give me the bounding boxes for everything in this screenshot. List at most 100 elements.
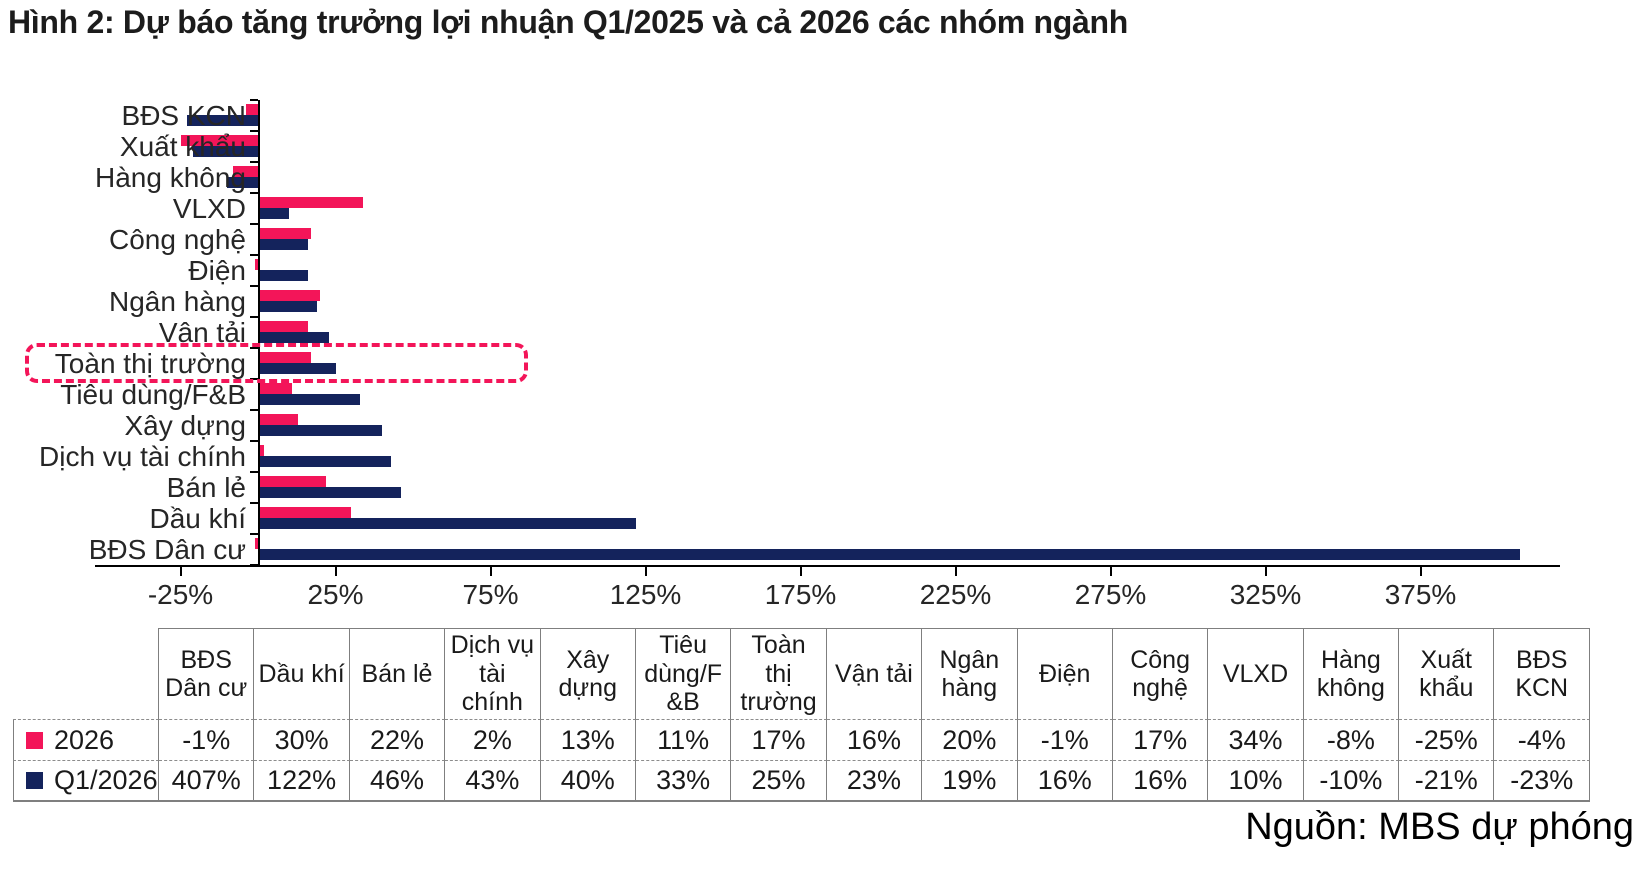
bar-2026 [258,321,308,332]
x-tick-label: 175% [764,579,837,610]
table-value-cell: 407% [159,761,255,802]
category-label: Bán lẻ [166,472,246,503]
y-axis-tick [250,316,258,318]
y-axis-tick [250,533,258,535]
x-axis-line [95,565,1560,567]
table-value-cell: -1% [159,720,255,761]
bar-2026 [180,135,258,146]
category-label: Tiêu dùng/F&B [60,379,246,410]
forecast-table-wrap: BĐS Dân cư Dầu khí Bán lẻ Dịch vụ tài chính… [13,628,1590,802]
bar-2026 [254,538,258,549]
bar-q1-2026 [186,115,258,126]
table-header-row: BĐS Dân cư Dầu khí Bán lẻ Dịch vụ tài chính… [13,628,1590,720]
profit-growth-chart: BĐS KCN Xuất khẩu Hàng không VLXD Công nghệ Đ… [0,99,1650,630]
y-axis-tick [250,223,258,225]
category-label: Dịch vụ tài chính [39,441,246,472]
table-header-cell: BĐS Dân cư [159,628,255,720]
bar-2026 [258,476,327,487]
bar-2026 [233,166,258,177]
table-value-cell: -25% [1399,720,1495,761]
bar-q1-2026 [258,549,1520,560]
bar-q1-2026 [258,208,289,219]
table-value-cell: -23% [1494,761,1590,802]
x-tick-label: -25% [147,579,214,610]
figure-title: Hình 2: Dự báo tăng trưởng lợi nhuận Q1/… [8,4,1128,40]
y-axis-line [258,100,260,566]
source-note: Nguồn: MBS dự phóng [1245,806,1634,848]
x-axis-tick [334,567,337,576]
legend-marker-icon [26,772,43,789]
x-tick-label: 75% [462,579,519,610]
bar-q1-2026 [258,518,637,529]
table-header-cell: Công nghệ [1112,628,1209,720]
table-head: BĐS Dân cư Dầu khí Bán lẻ Dịch vụ tài chính… [13,628,1590,720]
y-axis-tick [250,99,258,101]
table-header-cell: Ngân hàng [922,628,1018,720]
table-row: 2026 -1% 30% 22% 2% 13% 11% 17% 16% 20% -1% 17% 34% -… [13,720,1590,761]
table-value-cell: 34% [1208,720,1304,761]
table-value-cell: 10% [1208,761,1304,802]
x-axis-tick [644,567,647,576]
table-header-cell: Xuất khẩu [1399,628,1495,720]
table-value-cell: 17% [1112,720,1209,761]
bar-2026 [258,383,293,394]
bar-2026 [258,228,311,239]
x-axis-tick [1419,567,1422,576]
x-tick-label: 375% [1384,579,1457,610]
table-value-cell: -4% [1494,720,1590,761]
x-axis-tick [799,567,802,576]
table-value-cell: 2% [445,720,541,761]
y-axis-tick [250,471,258,473]
bar-2026 [258,507,351,518]
category-label: Điện [188,255,246,286]
table-value-cell: 22% [349,720,446,761]
x-axis-tick [954,567,957,576]
legend-label: 2026 [54,724,115,755]
table-value-cell: 122% [254,761,350,802]
table-value-cell: 16% [1017,761,1113,802]
bar-2026 [258,352,311,363]
legend-marker-icon [26,731,43,749]
table-value-cell: 25% [731,761,827,802]
bar-q1-2026 [258,456,392,467]
y-axis-tick [250,192,258,194]
x-axis-tick [1264,567,1267,576]
table-header-cell: Hàng không [1303,628,1400,720]
table-header-cell: Bán lẻ [349,628,446,720]
bar-q1-2026 [258,487,401,498]
y-axis-tick [250,440,258,442]
y-axis-tick [250,130,258,132]
table-value-cell: -10% [1303,761,1400,802]
bar-q1-2026 [258,425,382,436]
y-axis-tick [250,254,258,256]
bar-2026 [258,197,364,208]
bar-q1-2026 [258,394,361,405]
legend-label: Q1/2026 [54,765,158,795]
forecast-table: BĐS Dân cư Dầu khí Bán lẻ Dịch vụ tài chính… [13,628,1590,802]
table-value-cell: -8% [1303,720,1400,761]
bar-2026 [245,104,258,115]
category-label: Ngân hàng [108,286,246,317]
bar-2026 [254,259,258,270]
table-header-cell: BĐS KCN [1494,628,1590,720]
x-axis-tick [179,567,182,576]
y-axis-tick [250,409,258,411]
table-header-cell: Vận tải [826,628,923,720]
bar-q1-2026 [258,239,308,250]
category-label: BĐS KCN [121,100,246,131]
table-value-cell: -21% [1399,761,1495,802]
bar-2026 [258,290,320,301]
bar-q1-2026 [227,177,258,188]
bar-q1-2026 [258,270,308,281]
legend-cell: 2026 [13,720,159,761]
table-body: 2026 -1% 30% 22% 2% 13% 11% 17% 16% 20% -1% 17% 34% -… [13,720,1590,802]
x-axis-tick [489,567,492,576]
table-value-cell: 40% [540,761,636,802]
table-header-cell: Xây dựng [540,628,636,720]
table-value-cell: 23% [826,761,923,802]
table-value-cell: 19% [922,761,1018,802]
highlight-box [25,343,528,383]
table-value-cell: 43% [445,761,541,802]
table-header-cell: Dầu khí [254,628,350,720]
